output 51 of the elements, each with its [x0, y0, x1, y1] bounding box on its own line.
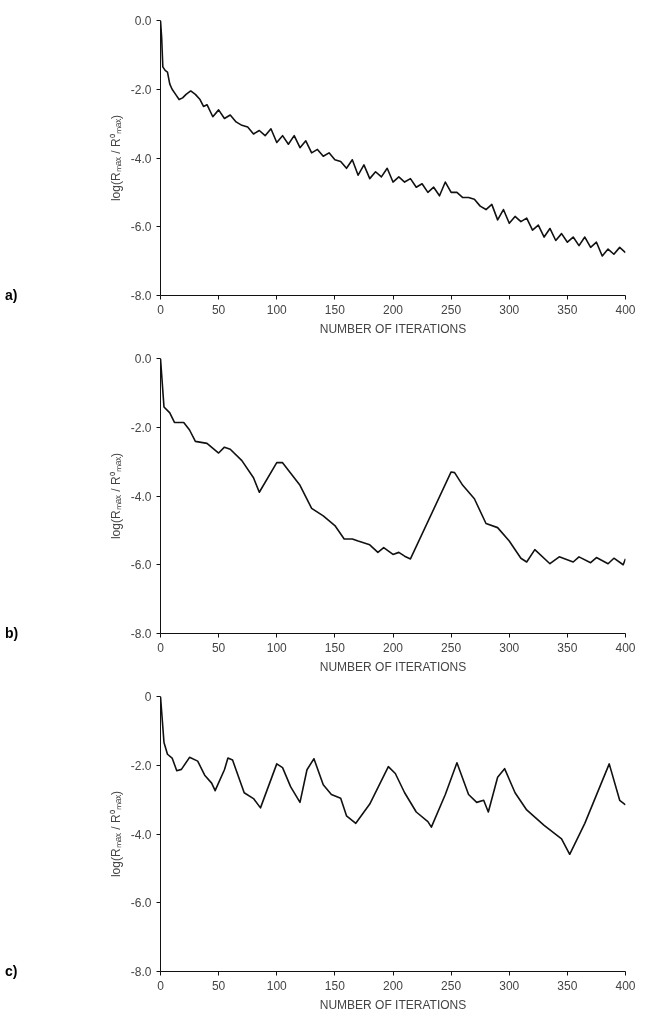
x-tick-label: 400 [615, 978, 636, 993]
y-tick-label: -8.0 [130, 289, 152, 303]
x-tick-label: 300 [499, 302, 520, 317]
x-tick-label: 400 [615, 302, 636, 317]
x-tick-label: 300 [499, 978, 520, 993]
y-tick-label: -2.0 [130, 758, 152, 773]
y-tick-label: -6.0 [130, 220, 152, 235]
x-tick-label: 0 [157, 640, 165, 655]
y-tick-label: 0.0 [134, 14, 152, 28]
y-tick-label: -2.0 [130, 82, 152, 97]
x-tick-label: 200 [382, 302, 404, 317]
y-axis-title: log(Rₘₐₓ / R⁰ₘₐₓ) [108, 452, 123, 540]
x-axis-title: NUMBER OF ITERATIONS [319, 997, 467, 1012]
y-tick-label: -2.0 [130, 420, 152, 435]
x-axis-title: NUMBER OF ITERATIONS [319, 659, 467, 674]
x-tick-label: 250 [441, 640, 462, 655]
x-tick-label: 100 [266, 978, 288, 993]
x-tick-label: 50 [211, 978, 226, 993]
x-tick-label: 200 [382, 640, 404, 655]
y-tick-label: -4.0 [130, 489, 152, 504]
x-tick-label: 0 [157, 978, 165, 993]
y-tick-label: -4.0 [130, 151, 152, 166]
x-tick-label: 150 [324, 978, 346, 993]
x-tick-label: 50 [211, 302, 226, 317]
x-tick-label: 200 [382, 978, 404, 993]
x-tick-label: 100 [266, 640, 288, 655]
x-tick-label: 100 [266, 302, 288, 317]
y-tick-label: -8.0 [130, 627, 152, 641]
y-axis-title: log(Rₘₐₓ / R⁰ₘₐₓ) [108, 790, 123, 878]
x-tick-label: 150 [324, 640, 346, 655]
x-tick-label: 400 [615, 640, 636, 655]
x-tick-label: 350 [557, 978, 578, 993]
y-tick-label: 0.0 [134, 352, 152, 366]
x-tick-label: 350 [557, 302, 578, 317]
y-tick-label: -6.0 [130, 896, 152, 911]
text: a) [5, 286, 18, 305]
text: c) [5, 962, 18, 981]
x-tick-label: 150 [324, 302, 346, 317]
x-axis-title: NUMBER OF ITERATIONS [319, 321, 467, 336]
x-tick-label: 300 [499, 640, 520, 655]
x-tick-label: 350 [557, 640, 578, 655]
x-tick-label: 250 [441, 302, 462, 317]
text: b) [5, 624, 19, 643]
y-tick-label: -8.0 [130, 965, 152, 979]
y-tick-label: -4.0 [130, 827, 152, 842]
x-tick-label: 50 [211, 640, 226, 655]
x-tick-label: 0 [157, 302, 165, 317]
x-tick-label: 250 [441, 978, 462, 993]
y-axis-title: log(Rₘₐₓ / R⁰ₘₐₓ) [108, 114, 123, 202]
y-tick-label: -6.0 [130, 558, 152, 573]
y-tick-label: 0 [144, 690, 152, 704]
